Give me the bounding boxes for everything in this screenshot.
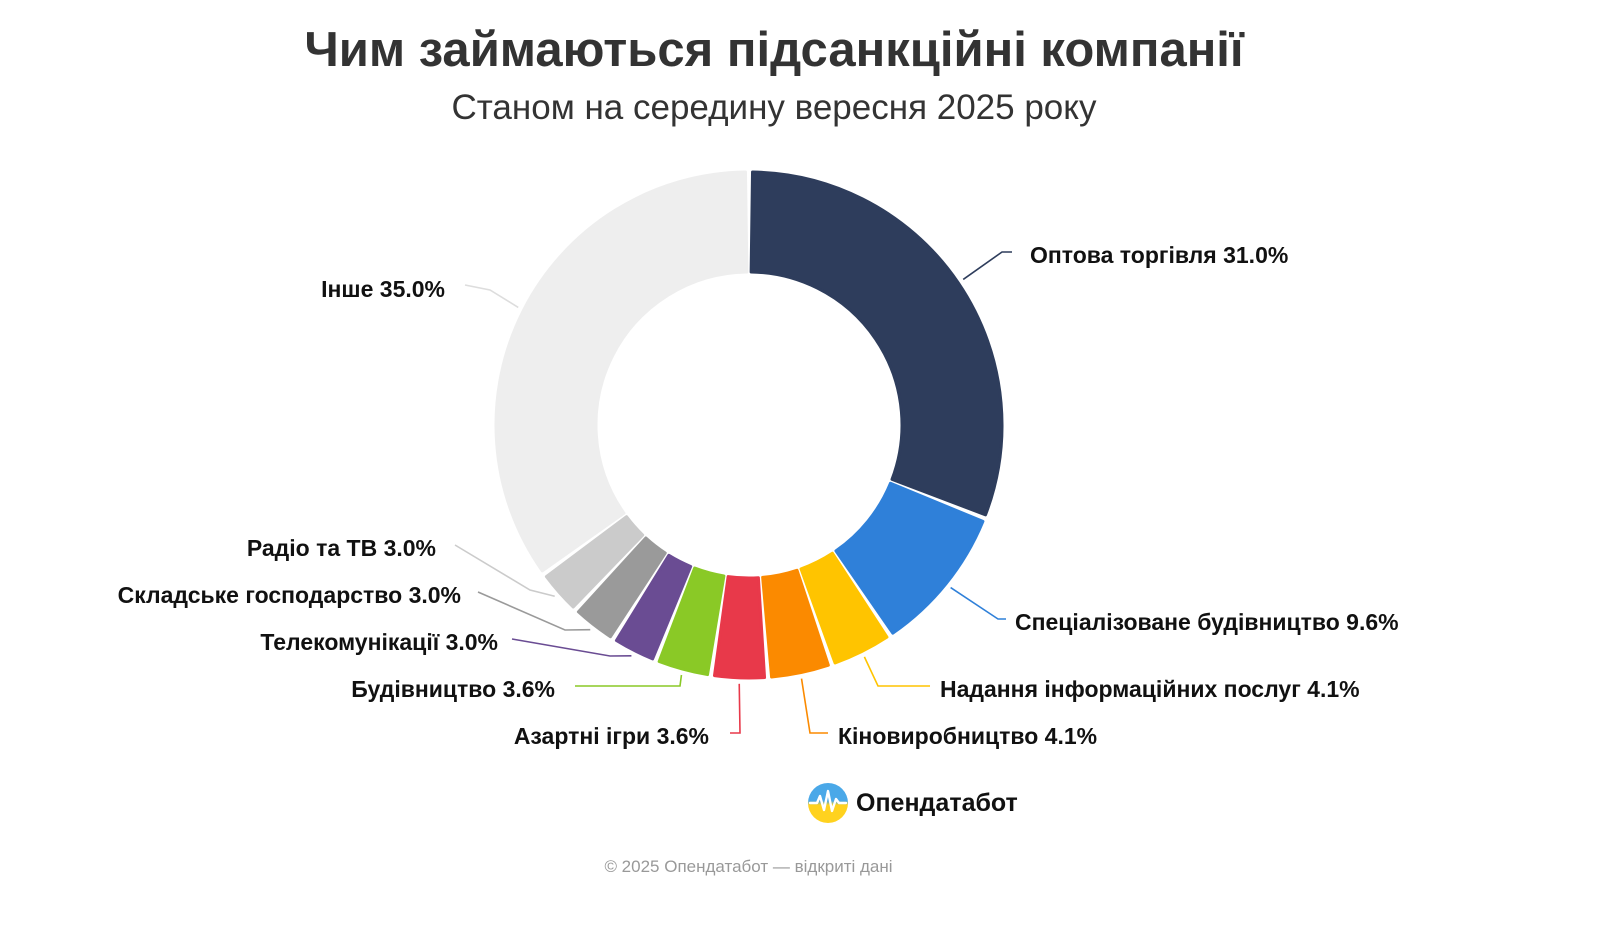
slice-складське-господарство (576, 536, 667, 639)
leader-lines (454, 251, 1012, 734)
slice-labels: Оптова торгівля 31.0% Спеціалізоване буді… (118, 242, 1399, 749)
leader-line-спеціалізоване-будівництво (950, 586, 1006, 620)
opendatabot-logo-icon (808, 783, 848, 823)
brand: Опендатабот (806, 781, 1018, 825)
slice-оптова-торгівля (749, 170, 1004, 517)
leader-line-телекомунікації (511, 638, 632, 657)
slice-label-інше: Інше 35.0% (321, 276, 445, 302)
leader-line-оптова-торгівля (962, 251, 1012, 281)
chart-title: Чим займаються підсанкційні компанії (304, 23, 1244, 77)
leader-line-надання-інформаційних-послуг (863, 656, 930, 687)
leader-line-радіо-та-тв (454, 544, 555, 598)
leader-line-азартні-ігри (730, 683, 741, 734)
slice-кіновиробництво (761, 568, 830, 679)
footer-copyright: © 2025 Опендатабот — відкриті дані (604, 857, 893, 876)
slice-label-кіновиробництво: Кіновиробництво 4.1% (838, 723, 1097, 749)
chart-subtitle: Станом на середину вересня 2025 року (451, 88, 1097, 127)
leader-line-будівництво (575, 674, 683, 687)
leader-line-складське-господарство (477, 591, 591, 631)
slice-телекомунікації (614, 553, 693, 661)
slice-label-радіо-та-тв: Радіо та ТВ 3.0% (247, 535, 436, 561)
slice-label-будівництво: Будівництво 3.6% (351, 676, 555, 702)
leader-line-кіновиробництво (800, 678, 828, 734)
slice-спеціалізоване-будівництво (834, 481, 985, 635)
slice-label-спеціалізоване-будівництво: Спеціалізоване будівництво 9.6% (1015, 609, 1399, 635)
slice-label-складське-господарство: Складське господарство 3.0% (118, 582, 461, 608)
slice-label-надання-інформаційних-послуг: Надання інформаційних послуг 4.1% (940, 676, 1360, 702)
slice-будівництво (657, 566, 726, 677)
slice-label-азартні-ігри: Азартні ігри 3.6% (514, 723, 709, 749)
slice-надання-інформаційних-послуг (799, 551, 889, 665)
slice-label-телекомунікації: Телекомунікації 3.0% (260, 629, 498, 655)
donut-slices (494, 170, 1004, 680)
leader-line-інше (464, 284, 519, 309)
slice-азартні-ігри (712, 575, 767, 680)
slice-радіо-та-тв (544, 515, 645, 609)
slice-інше (494, 170, 749, 573)
brand-name: Опендатабот (856, 788, 1018, 817)
slice-label-оптова-торгівля: Оптова торгівля 31.0% (1030, 242, 1288, 268)
